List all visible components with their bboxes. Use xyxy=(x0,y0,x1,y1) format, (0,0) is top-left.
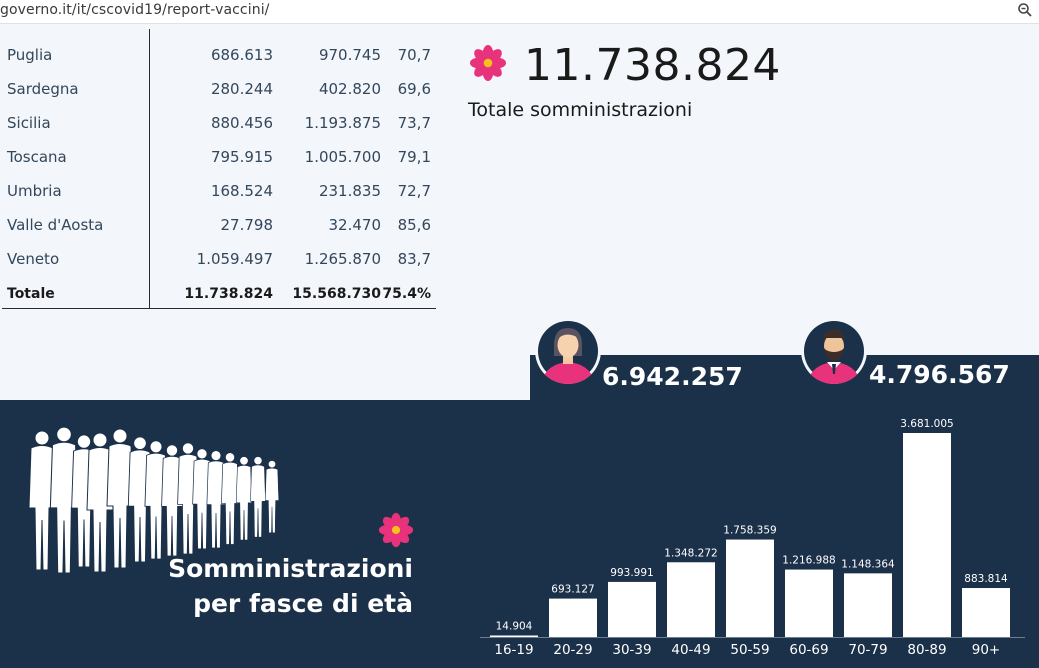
delivered-value: 231.835 xyxy=(318,182,381,200)
person-silhouette xyxy=(221,452,239,545)
total-administered-value: 11.738.824 xyxy=(184,286,273,302)
data-label-80-89: 3.681.005 xyxy=(900,418,953,430)
data-label-16-19: 14.904 xyxy=(496,621,533,633)
person-silhouette xyxy=(192,448,212,550)
administered-value: 795.915 xyxy=(210,148,273,166)
regions-table: Puglia 686.613 970.745 70,7 Sardegna 280… xyxy=(0,38,436,310)
administered-value: 880.456 xyxy=(210,114,273,132)
delivered-value: 32.470 xyxy=(328,216,382,234)
data-label-30-39: 993.991 xyxy=(610,567,653,579)
table-divider-vertical xyxy=(149,29,150,309)
tick-label-60-69: 60-69 xyxy=(789,642,828,658)
region-name: Sicilia xyxy=(7,114,51,132)
bar-60-69 xyxy=(785,569,833,637)
bar-90+ xyxy=(962,588,1010,637)
data-label-50-59: 1.758.359 xyxy=(723,525,776,537)
delivered-value: 1.005.700 xyxy=(304,148,381,166)
data-label-60-69: 1.216.988 xyxy=(782,555,835,567)
region-name: Veneto xyxy=(7,250,60,268)
percent-value: 83,7 xyxy=(397,250,431,268)
person-silhouette xyxy=(206,450,226,549)
person-silhouette xyxy=(106,428,134,569)
table-row: Valle d'Aosta 27.798 32.470 85,6 xyxy=(0,208,436,242)
tick-label-40-49: 40-49 xyxy=(671,642,710,658)
delivered-value: 1.265.870 xyxy=(304,250,381,268)
table-row: Toscana 795.915 1.005.700 79,1 xyxy=(0,140,436,174)
age-section-title-line2: per fasce di età xyxy=(193,589,413,618)
bar-30-39 xyxy=(608,581,656,637)
bar-50-59 xyxy=(726,539,774,637)
address-bar[interactable]: governo.it/it/cscovid19/report-vaccini/ xyxy=(0,0,1039,24)
percent-value: 72,7 xyxy=(397,182,431,200)
bar-20-29 xyxy=(549,598,597,637)
flower-icon xyxy=(378,512,414,548)
female-avatar-icon xyxy=(535,318,601,384)
tick-label-20-29: 20-29 xyxy=(553,642,592,658)
bar-70-79 xyxy=(844,573,892,637)
age-section-title-line1: Somministrazioni xyxy=(168,554,413,583)
table-row: Sicilia 880.456 1.193.875 73,7 xyxy=(0,106,436,140)
table-row: Umbria 168.524 231.835 72,7 xyxy=(0,174,436,208)
administered-value: 27.798 xyxy=(220,216,274,234)
region-name: Toscana xyxy=(7,148,67,166)
administered-value: 168.524 xyxy=(210,182,273,200)
flower-icon xyxy=(469,44,507,82)
administered-value: 1.059.497 xyxy=(196,250,273,268)
table-total-row: Totale 11.738.824 15.568.730 75.4% xyxy=(0,276,436,310)
table-row: Sardegna 280.244 402.820 69,6 xyxy=(0,72,436,106)
percent-value: 69,6 xyxy=(397,80,431,98)
delivered-value: 970.745 xyxy=(318,46,381,64)
total-administrations-label: Totale somministrazioni xyxy=(468,99,693,121)
male-count: 4.796.567 xyxy=(869,360,1010,389)
delivered-value: 402.820 xyxy=(318,80,381,98)
table-row: Puglia 686.613 970.745 70,7 xyxy=(0,38,436,72)
url-text[interactable]: governo.it/it/cscovid19/report-vaccini/ xyxy=(0,2,270,18)
region-name: Puglia xyxy=(7,46,53,64)
crowd-illustration xyxy=(28,426,280,574)
region-name: Umbria xyxy=(7,182,62,200)
tick-label-90+: 90+ xyxy=(972,642,1001,658)
delivered-value: 1.193.875 xyxy=(304,114,381,132)
data-label-70-79: 1.148.364 xyxy=(841,558,895,570)
person-silhouette xyxy=(144,440,168,560)
total-percent-value: 75.4% xyxy=(382,286,431,302)
tick-label-16-19: 16-19 xyxy=(494,642,533,658)
male-avatar-icon xyxy=(801,318,867,384)
tick-label-50-59: 50-59 xyxy=(730,642,769,658)
person-silhouette xyxy=(264,460,280,534)
gender-section-background xyxy=(530,355,1039,401)
table-row: Veneto 1.059.497 1.265.870 83,7 xyxy=(0,242,436,276)
bar-40-49 xyxy=(667,562,715,637)
bar-80-89 xyxy=(903,433,951,637)
total-administrations-value: 11.738.824 xyxy=(524,40,781,91)
percent-value: 79,1 xyxy=(397,148,431,166)
administered-value: 686.613 xyxy=(210,46,273,64)
total-delivered-value: 15.568.730 xyxy=(292,286,381,302)
data-label-90+: 883.814 xyxy=(964,573,1008,585)
person-silhouette xyxy=(250,456,266,538)
age-section-title: Somministrazioni per fasce di età xyxy=(168,551,413,621)
total-name: Totale xyxy=(7,286,55,302)
administered-value: 280.244 xyxy=(210,80,273,98)
person-silhouette xyxy=(235,456,253,541)
percent-value: 85,6 xyxy=(397,216,431,234)
data-label-20-29: 693.127 xyxy=(551,584,594,596)
tick-label-30-39: 30-39 xyxy=(612,642,651,658)
percent-value: 73,7 xyxy=(397,114,431,132)
table-divider-horizontal xyxy=(2,308,436,309)
data-label-40-49: 1.348.272 xyxy=(664,547,717,559)
person-silhouette xyxy=(49,426,79,574)
bar-16-19 xyxy=(490,635,538,637)
tick-label-80-89: 80-89 xyxy=(907,642,946,658)
region-name: Valle d'Aosta xyxy=(7,216,104,234)
tick-label-70-79: 70-79 xyxy=(848,642,887,658)
region-name: Sardegna xyxy=(7,80,79,98)
female-count: 6.942.257 xyxy=(602,362,743,391)
age-bar-chart: 14.904 16-19 693.127 20-29 993.991 30-39 1.348… xyxy=(480,418,1025,658)
percent-value: 70,7 xyxy=(397,46,431,64)
zoom-icon[interactable] xyxy=(1017,2,1033,18)
